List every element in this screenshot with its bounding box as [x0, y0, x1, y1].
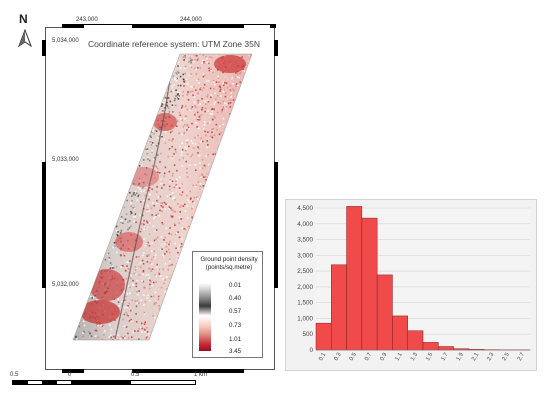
northing-label: 5,032,000	[52, 282, 79, 288]
northing-label: 5,033,000	[52, 157, 79, 163]
histogram-bar	[331, 264, 347, 351]
x-tick-label: 1.3	[410, 352, 419, 362]
neatline-segment	[62, 369, 84, 373]
scale-bar-label: 1 km	[194, 372, 208, 378]
neatline-segment	[84, 24, 132, 28]
histogram-bar	[422, 342, 439, 351]
x-tick-label: 2.5	[502, 352, 511, 362]
x-tick-label: 1.1	[395, 352, 404, 362]
histogram-bar	[407, 330, 424, 351]
legend-label: 0.73	[229, 322, 242, 329]
north-label: N	[19, 12, 28, 26]
x-tick-label: 1.5	[425, 352, 434, 362]
x-tick-label: 0.9	[379, 352, 388, 362]
neatline-segment	[270, 24, 276, 28]
neatline-segment	[42, 40, 46, 56]
easting-label: 243,000	[76, 17, 98, 23]
histogram-bar	[392, 315, 408, 351]
northing-label: 5,034,000	[52, 38, 79, 44]
histogram-bar	[438, 346, 454, 351]
neatline-segment	[42, 162, 46, 288]
neatline-segment	[274, 162, 278, 288]
y-tick-label: 4,500	[297, 205, 313, 212]
y-tick-label: 1,500	[297, 300, 313, 307]
histogram-plot: 0 500 1,000 1,500 2,000 2,500 3,000 3,500 4,000 4…	[297, 205, 531, 362]
legend-label: 0.40	[229, 295, 242, 302]
legend: Ground point density (points/sq.metre) 0…	[192, 251, 263, 358]
neatline-segment	[132, 369, 244, 373]
y-tick-label: 0	[309, 347, 313, 354]
x-tick-label: 0.7	[364, 352, 373, 362]
scale-bar-segment	[13, 381, 28, 384]
scale-bar-label: 0	[68, 372, 72, 378]
x-tick-label: 2.7	[517, 352, 526, 362]
neatline-segment	[62, 24, 84, 28]
y-tick-label: 1,000	[297, 315, 313, 322]
scale-bar	[12, 380, 196, 385]
histogram-bar	[376, 274, 393, 351]
x-tick-label: 2.1	[471, 352, 480, 362]
x-tick-label: 0.5	[349, 352, 358, 362]
histogram-bar	[346, 206, 363, 351]
legend-label: 0.57	[229, 308, 242, 315]
x-tick-label: 1.7	[440, 352, 449, 362]
x-tick-label: 2.3	[486, 352, 495, 362]
easting-label: 244,000	[180, 17, 202, 23]
crs-label: Coordinate reference system: UTM Zone 35…	[88, 39, 260, 49]
x-tick-label: 1.9	[456, 352, 465, 362]
y-tick-label: 4,000	[297, 221, 313, 228]
y-tick-label: 2,500	[297, 268, 313, 275]
legend-label: 1.01	[229, 336, 242, 343]
y-tick-label: 3,500	[297, 237, 313, 244]
neatline-segment	[244, 24, 270, 28]
legend-label: 3.45	[229, 348, 242, 355]
x-tick-label: 0.3	[333, 352, 342, 362]
histogram-bar	[315, 322, 332, 351]
histogram-bar	[361, 217, 378, 351]
legend-color-ramp	[199, 283, 211, 351]
x-tick-label: 0.1	[318, 352, 327, 362]
point-density-raster	[72, 53, 253, 341]
y-tick-label: 500	[302, 331, 313, 338]
legend-title: Ground point density (points/sq.metre)	[200, 256, 258, 271]
north-arrow-icon	[17, 29, 33, 48]
neatline-segment	[132, 24, 244, 28]
y-tick-label: 3,000	[297, 252, 313, 259]
density-histogram: 0 500 1,000 1,500 2,000 2,500 3,000 3,500 4,000 4…	[285, 199, 537, 371]
scale-bar-segment	[71, 381, 131, 384]
y-tick-label: 2,000	[297, 284, 313, 291]
legend-label: 0.01	[229, 282, 242, 289]
scale-bar-label: 0.5	[131, 372, 140, 378]
neatline-segment	[274, 40, 278, 56]
scale-bar-segment	[42, 381, 57, 384]
scale-bar-label: 0.5	[10, 372, 19, 378]
